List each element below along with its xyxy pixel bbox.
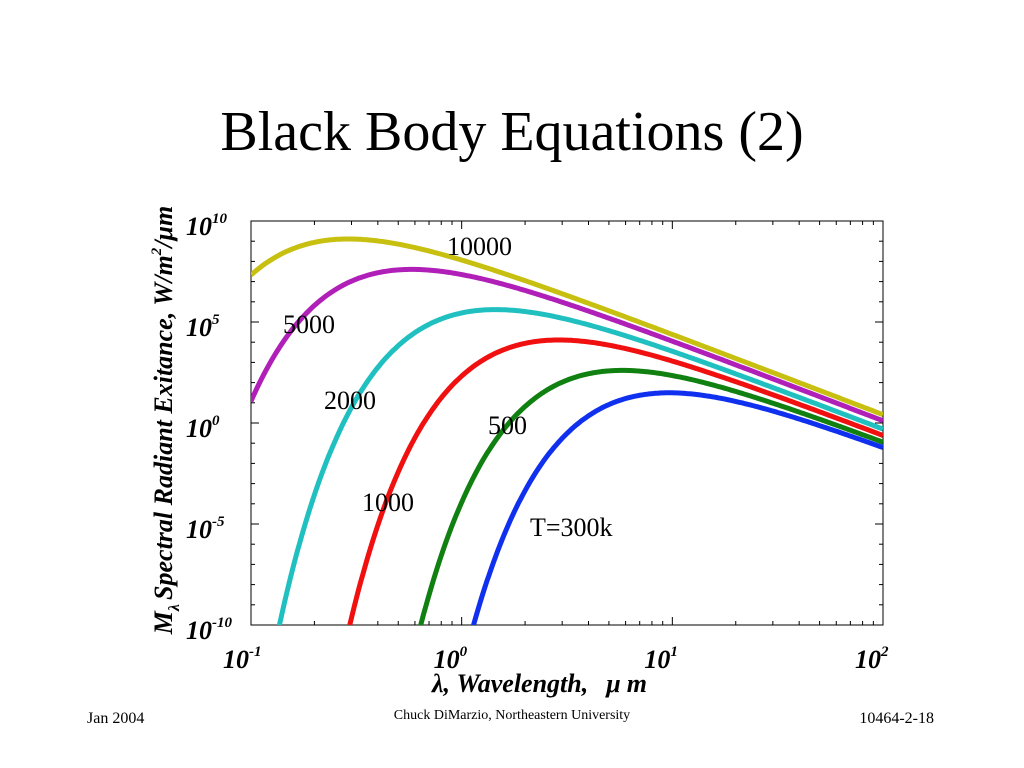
y-tick-label-exponent: -5	[212, 514, 225, 530]
x-axis-label-text: , Wavelength,	[443, 669, 589, 698]
series-line-5000	[251, 266, 883, 424]
y-axis-symbol: M	[149, 610, 178, 635]
series-line-t-300k	[470, 390, 883, 625]
series-line-2000	[276, 307, 883, 625]
x-tick-label-base: 10	[434, 645, 460, 674]
series-label-t-300k: T=300k	[530, 513, 613, 542]
series-label-10000: 10000	[447, 232, 512, 261]
x-axis-symbol: λ	[431, 669, 444, 698]
x-tick-label: 102	[855, 644, 889, 674]
y-tick-label: 105	[186, 312, 220, 342]
y-axis-unit-tail: /μm	[149, 206, 178, 250]
y-axis-subscript: λ	[166, 604, 183, 612]
x-tick-label-exponent: 2	[880, 644, 889, 660]
y-axis-label-text: Spectral Radiant Exitance,	[149, 312, 178, 600]
y-tick-label: 10-10	[186, 615, 232, 645]
x-axis-unit: m	[627, 669, 647, 698]
x-tick-label-exponent: 1	[670, 644, 678, 660]
x-tick-label-base: 10	[644, 645, 670, 674]
series-label-1000: 1000	[362, 488, 414, 517]
x-tick-label-base: 10	[855, 645, 881, 674]
y-axis-unit-sup: 2	[149, 247, 165, 256]
x-tick-label: 101	[644, 644, 678, 674]
series-label-500: 500	[488, 411, 527, 440]
y-tick-label-base: 10	[186, 616, 212, 645]
y-tick-label-exponent: 5	[212, 312, 220, 328]
footer-author: Chuck DiMarzio, Northeastern University	[393, 708, 631, 723]
y-tick-label-base: 10	[186, 313, 212, 342]
footer-date: Jan 2004	[87, 710, 145, 727]
y-axis-unit: W/m	[149, 255, 178, 306]
x-tick-label-exponent: -1	[249, 644, 262, 660]
x-tick-label-exponent: 0	[460, 644, 468, 660]
series-label-2000: 2000	[324, 386, 376, 415]
x-tick-label: 10-1	[223, 644, 262, 674]
series-line-10000	[251, 236, 883, 418]
x-tick-label: 100	[434, 644, 468, 674]
y-tick-label-base: 10	[186, 414, 212, 443]
x-tick-label-base: 10	[223, 645, 249, 674]
x-axis-unit-symbol: μ	[604, 669, 620, 698]
series-line-500	[418, 367, 883, 625]
y-tick-label-exponent: 10	[212, 211, 228, 227]
y-tick-label-base: 10	[186, 515, 212, 544]
y-tick-label: 10-5	[186, 514, 225, 544]
series-line-1000	[347, 337, 883, 625]
y-tick-label: 1010	[186, 211, 228, 241]
y-tick-label: 100	[186, 413, 220, 443]
y-tick-label-exponent: 0	[212, 413, 220, 429]
y-tick-label-exponent: -10	[212, 615, 232, 631]
y-axis-label: Mλ Spectral Radiant Exitance, W/m2/μm	[149, 206, 183, 635]
footer-slide-number: 10464-2-18	[859, 710, 934, 727]
slide-title: Black Body Equations (2)	[220, 101, 804, 163]
series-label-5000: 5000	[283, 310, 335, 339]
y-tick-label-base: 10	[186, 212, 212, 241]
x-axis-label: λ, Wavelength, μ m	[431, 669, 647, 698]
